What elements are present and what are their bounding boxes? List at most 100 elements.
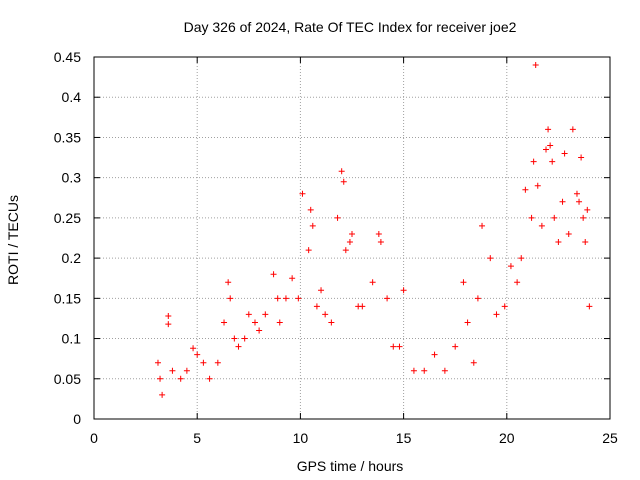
data-point xyxy=(464,319,471,326)
data-point xyxy=(245,311,252,318)
data-point xyxy=(586,303,593,310)
data-point xyxy=(231,335,238,342)
data-point xyxy=(282,295,289,302)
data-point xyxy=(576,198,583,205)
data-point xyxy=(256,327,263,334)
data-point xyxy=(225,279,232,286)
data-point xyxy=(384,295,391,302)
x-tick-label: 15 xyxy=(396,430,412,446)
y-axis-label: ROTI / TECUs xyxy=(5,195,21,285)
grid-lines xyxy=(94,57,610,419)
y-tick-label: 0 xyxy=(73,411,81,427)
data-point xyxy=(342,247,349,254)
data-point xyxy=(200,359,207,366)
y-tick-label: 0.15 xyxy=(54,290,81,306)
data-point xyxy=(221,319,228,326)
data-point xyxy=(305,247,312,254)
data-point xyxy=(322,311,329,318)
y-tick-label: 0.05 xyxy=(54,371,81,387)
data-point xyxy=(584,206,591,213)
plot-frame xyxy=(93,56,611,420)
data-point xyxy=(289,275,296,282)
data-point xyxy=(299,190,306,197)
data-point xyxy=(159,391,166,398)
y-tick-label: 0.25 xyxy=(54,210,81,226)
data-point xyxy=(177,375,184,382)
data-point xyxy=(530,158,537,165)
data-point xyxy=(377,239,384,246)
data-point xyxy=(313,303,320,310)
data-point xyxy=(543,146,550,153)
data-point xyxy=(154,359,161,366)
data-point xyxy=(460,279,467,286)
data-point xyxy=(551,214,558,221)
data-point xyxy=(487,255,494,262)
data-point xyxy=(165,321,172,328)
data-point xyxy=(549,158,556,165)
data-point xyxy=(262,311,269,318)
data-point xyxy=(227,295,234,302)
data-point xyxy=(165,313,172,320)
data-point xyxy=(538,222,545,229)
data-point xyxy=(580,214,587,221)
y-tick-label: 0.35 xyxy=(54,129,81,145)
data-point xyxy=(441,367,448,374)
data-point xyxy=(309,222,316,229)
data-point xyxy=(340,178,347,185)
data-point xyxy=(578,154,585,161)
data-point xyxy=(522,186,529,193)
x-tick-label: 0 xyxy=(90,430,98,446)
x-tick-label: 10 xyxy=(293,430,309,446)
data-point xyxy=(545,126,552,133)
data-point xyxy=(214,359,221,366)
x-tick-label: 5 xyxy=(193,430,201,446)
data-point xyxy=(369,279,376,286)
data-point xyxy=(534,182,541,189)
data-point xyxy=(349,230,355,237)
data-point xyxy=(547,142,554,149)
x-tick-label: 25 xyxy=(602,430,618,446)
data-point xyxy=(206,375,213,382)
data-point xyxy=(532,62,539,69)
data-point xyxy=(235,343,242,350)
data-point xyxy=(421,367,428,374)
data-point xyxy=(241,335,248,342)
data-point xyxy=(514,279,521,286)
data-point xyxy=(431,351,438,358)
axis-ticks: 0 5 10 15 20 25 0 0.05 0.1 0.15 0.2 0.25 0.3 0.35 0.4 0… xyxy=(54,49,618,446)
y-tick-label: 0.3 xyxy=(62,170,82,186)
data-point xyxy=(493,311,500,318)
data-point xyxy=(270,271,277,278)
y-tick-label: 0.2 xyxy=(62,250,82,266)
data-point xyxy=(452,343,459,350)
data-point xyxy=(470,359,477,366)
y-tick-label: 0.4 xyxy=(62,89,82,105)
data-point xyxy=(190,345,197,352)
data-point xyxy=(295,295,302,302)
data-point xyxy=(501,303,508,310)
data-point xyxy=(410,367,417,374)
data-point xyxy=(507,263,514,270)
data-point xyxy=(400,287,407,294)
data-point xyxy=(338,168,345,175)
data-point xyxy=(183,367,190,374)
y-tick-label: 0.45 xyxy=(54,49,81,65)
data-point xyxy=(474,295,481,302)
data-point xyxy=(169,367,176,374)
data-point xyxy=(375,230,382,237)
data-points xyxy=(154,62,593,398)
data-point xyxy=(396,343,403,350)
data-point xyxy=(565,230,572,237)
chart-title: Day 326 of 2024, Rate Of TEC Index for r… xyxy=(184,19,517,35)
y-tick-label: 0.1 xyxy=(62,331,82,347)
data-point xyxy=(528,214,535,221)
data-point xyxy=(573,190,580,197)
data-point xyxy=(582,239,589,246)
data-point xyxy=(276,319,283,326)
data-point xyxy=(251,319,258,326)
data-point xyxy=(359,303,366,310)
data-point xyxy=(274,295,281,302)
data-point xyxy=(555,239,562,246)
data-point xyxy=(334,214,341,221)
